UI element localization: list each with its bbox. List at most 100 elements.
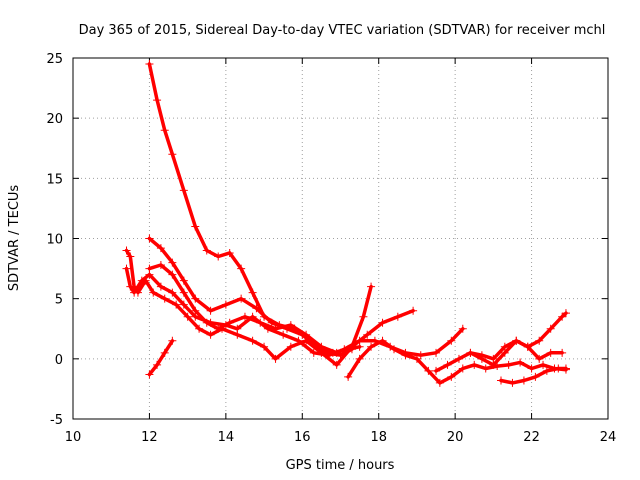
y-tick-label: 5 bbox=[55, 293, 63, 308]
data-point bbox=[432, 348, 441, 357]
data-point bbox=[156, 282, 165, 291]
data-point bbox=[546, 324, 555, 333]
y-tick-label: 10 bbox=[46, 233, 63, 248]
data-point bbox=[130, 282, 139, 291]
data-point bbox=[179, 186, 188, 195]
data-point bbox=[561, 364, 570, 373]
data-point bbox=[378, 336, 387, 345]
data-point bbox=[195, 324, 204, 333]
data-point bbox=[554, 364, 563, 373]
data-point bbox=[355, 354, 364, 363]
data-point bbox=[477, 351, 486, 360]
y-axis-label: SDTVAR / TECUs bbox=[7, 185, 22, 292]
data-point bbox=[412, 354, 421, 363]
data-point bbox=[252, 304, 261, 313]
data-point bbox=[401, 351, 410, 360]
data-point bbox=[355, 336, 364, 345]
data-point bbox=[367, 282, 376, 291]
x-axis-label: GPS time / hours bbox=[286, 458, 395, 473]
data-point bbox=[539, 360, 548, 369]
data-point bbox=[191, 312, 200, 321]
grid-lines bbox=[73, 58, 608, 419]
data-point bbox=[393, 312, 402, 321]
data-point bbox=[191, 294, 200, 303]
data-point bbox=[497, 376, 505, 385]
data-point bbox=[225, 248, 234, 257]
x-tick-label: 20 bbox=[447, 430, 464, 445]
data-point bbox=[500, 342, 509, 351]
x-tick-label: 10 bbox=[65, 430, 82, 445]
data-point bbox=[206, 330, 215, 339]
data-point bbox=[447, 372, 456, 381]
data-point bbox=[390, 345, 398, 354]
series-line bbox=[468, 311, 568, 361]
data-point bbox=[535, 354, 544, 363]
series-arc-8 bbox=[432, 336, 567, 375]
data-point bbox=[172, 300, 181, 309]
data-point bbox=[309, 348, 318, 357]
data-point bbox=[248, 312, 257, 321]
data-point bbox=[286, 321, 295, 330]
data-point bbox=[466, 348, 475, 357]
data-point bbox=[347, 342, 356, 351]
x-tick-label: 16 bbox=[294, 430, 311, 445]
data-point bbox=[206, 318, 215, 327]
series-arc-9 bbox=[497, 364, 570, 387]
data-point bbox=[558, 312, 567, 321]
series-arc-5 bbox=[122, 246, 376, 369]
data-point bbox=[156, 260, 165, 269]
data-point bbox=[248, 336, 257, 345]
data-point bbox=[202, 246, 211, 255]
x-tick-label: 12 bbox=[141, 430, 158, 445]
data-point bbox=[160, 348, 169, 357]
data-series bbox=[122, 60, 570, 387]
series-line bbox=[499, 366, 568, 385]
x-axis: 10 12 14 16 18 20 22 24 bbox=[65, 58, 616, 445]
data-point bbox=[302, 336, 311, 345]
data-point bbox=[145, 370, 154, 379]
data-point bbox=[168, 150, 177, 159]
y-tick-label: 0 bbox=[55, 353, 63, 368]
data-point bbox=[286, 342, 295, 351]
data-point bbox=[546, 348, 555, 357]
data-point bbox=[122, 246, 131, 255]
data-point bbox=[359, 312, 368, 321]
series-arc-10 bbox=[466, 309, 570, 363]
data-point bbox=[233, 330, 242, 339]
data-point bbox=[260, 342, 269, 351]
y-tick-label: -5 bbox=[50, 413, 63, 428]
data-point bbox=[317, 348, 326, 357]
data-point bbox=[214, 252, 223, 261]
data-point bbox=[145, 270, 154, 279]
data-point bbox=[332, 360, 341, 369]
data-point bbox=[542, 366, 551, 375]
data-point bbox=[141, 276, 150, 285]
y-tick-label: 25 bbox=[46, 52, 63, 67]
x-tick-label: 22 bbox=[523, 430, 540, 445]
series-line bbox=[346, 339, 568, 385]
data-point bbox=[558, 348, 567, 357]
data-point bbox=[470, 360, 479, 369]
data-point bbox=[168, 288, 177, 297]
data-point bbox=[443, 360, 452, 369]
data-point bbox=[160, 126, 169, 135]
data-point bbox=[263, 324, 272, 333]
data-point bbox=[168, 270, 177, 279]
x-tick-label: 18 bbox=[370, 430, 387, 445]
series-line bbox=[147, 62, 354, 357]
data-point bbox=[237, 264, 246, 273]
series-arc-6 bbox=[145, 336, 177, 379]
data-point bbox=[126, 252, 135, 261]
data-point bbox=[237, 294, 246, 303]
data-point bbox=[458, 324, 467, 333]
data-point bbox=[519, 376, 528, 385]
data-point bbox=[183, 312, 192, 321]
chart-title: Day 365 of 2015, Sidereal Day-to-day VTE… bbox=[79, 23, 606, 38]
y-axis: -5 0 5 10 15 20 25 bbox=[46, 52, 608, 428]
data-point bbox=[504, 360, 513, 369]
data-point bbox=[508, 378, 517, 387]
data-point bbox=[489, 354, 498, 363]
data-point bbox=[435, 378, 444, 387]
data-point bbox=[512, 336, 521, 345]
